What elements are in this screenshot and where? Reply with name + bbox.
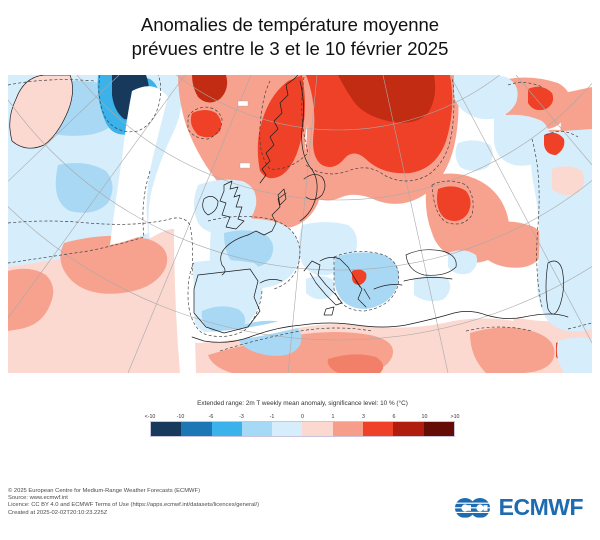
footer-copyright: © 2025 European Centre for Medium-Range … bbox=[8, 488, 200, 494]
legend: Extended range: 2m T weekly mean anomaly… bbox=[145, 400, 460, 437]
legend-tick: 0 bbox=[301, 414, 304, 420]
page-title: Anomalies de température moyenne prévues… bbox=[0, 13, 580, 61]
legend-tick: 1 bbox=[331, 414, 335, 420]
anomaly-field bbox=[8, 75, 592, 373]
ecmwf-logo: ECMWF bbox=[454, 494, 584, 521]
coastlines bbox=[191, 75, 569, 343]
graticule-label bbox=[239, 162, 251, 169]
footer-source: Source: www.ecmwf.int bbox=[8, 495, 68, 502]
legend-color-cell bbox=[393, 422, 424, 436]
graticule-label bbox=[237, 100, 249, 107]
legend-tick: -6 bbox=[208, 414, 214, 420]
legend-tick: <-10 bbox=[144, 414, 156, 420]
footer: © 2025 European Centre for Medium-Range … bbox=[8, 488, 259, 517]
anomaly-map-svg bbox=[8, 75, 592, 373]
footer-licence: Licence: CC BY 4.0 and ECMWF Terms of Us… bbox=[8, 502, 260, 509]
significance-contours bbox=[8, 75, 592, 352]
legend-tick: 6 bbox=[392, 414, 396, 420]
title-line-1: Anomalies de température moyenne bbox=[140, 14, 440, 35]
legend-color-cell bbox=[363, 422, 394, 436]
legend-tick: 10 bbox=[421, 414, 428, 420]
legend-color-cell bbox=[181, 422, 212, 436]
legend-tick: -3 bbox=[239, 414, 244, 420]
legend-color-cell bbox=[332, 422, 364, 436]
anomaly-map bbox=[8, 75, 592, 373]
legend-color-cell bbox=[151, 422, 182, 436]
legend-label: Extended range: 2m T weekly mean anomaly… bbox=[197, 400, 408, 407]
title-line-2: prévues entre le 3 et le 10 février 2025 bbox=[131, 38, 449, 59]
legend-tick: >10 bbox=[450, 414, 460, 420]
legend-color-cell bbox=[211, 422, 242, 436]
legend-tick: -1 bbox=[269, 414, 275, 420]
legend-tick: -10 bbox=[176, 414, 185, 420]
legend-color-cell bbox=[272, 422, 303, 436]
legend-color-cell bbox=[241, 422, 273, 436]
ecmwf-logo-icon bbox=[454, 497, 490, 518]
ecmwf-logo-text: ECMWF bbox=[498, 494, 584, 520]
legend-colorbar bbox=[150, 421, 455, 437]
footer-created: Created at 2025-02-02T20:10:23.225Z bbox=[8, 509, 108, 516]
legend-color-cell bbox=[302, 422, 333, 436]
legend-tick: 3 bbox=[362, 414, 365, 420]
legend-color-cell bbox=[423, 422, 454, 436]
legend-ticks: <-10 -10 -6 -3 -1 0 1 3 6 10 >10 bbox=[145, 414, 460, 421]
